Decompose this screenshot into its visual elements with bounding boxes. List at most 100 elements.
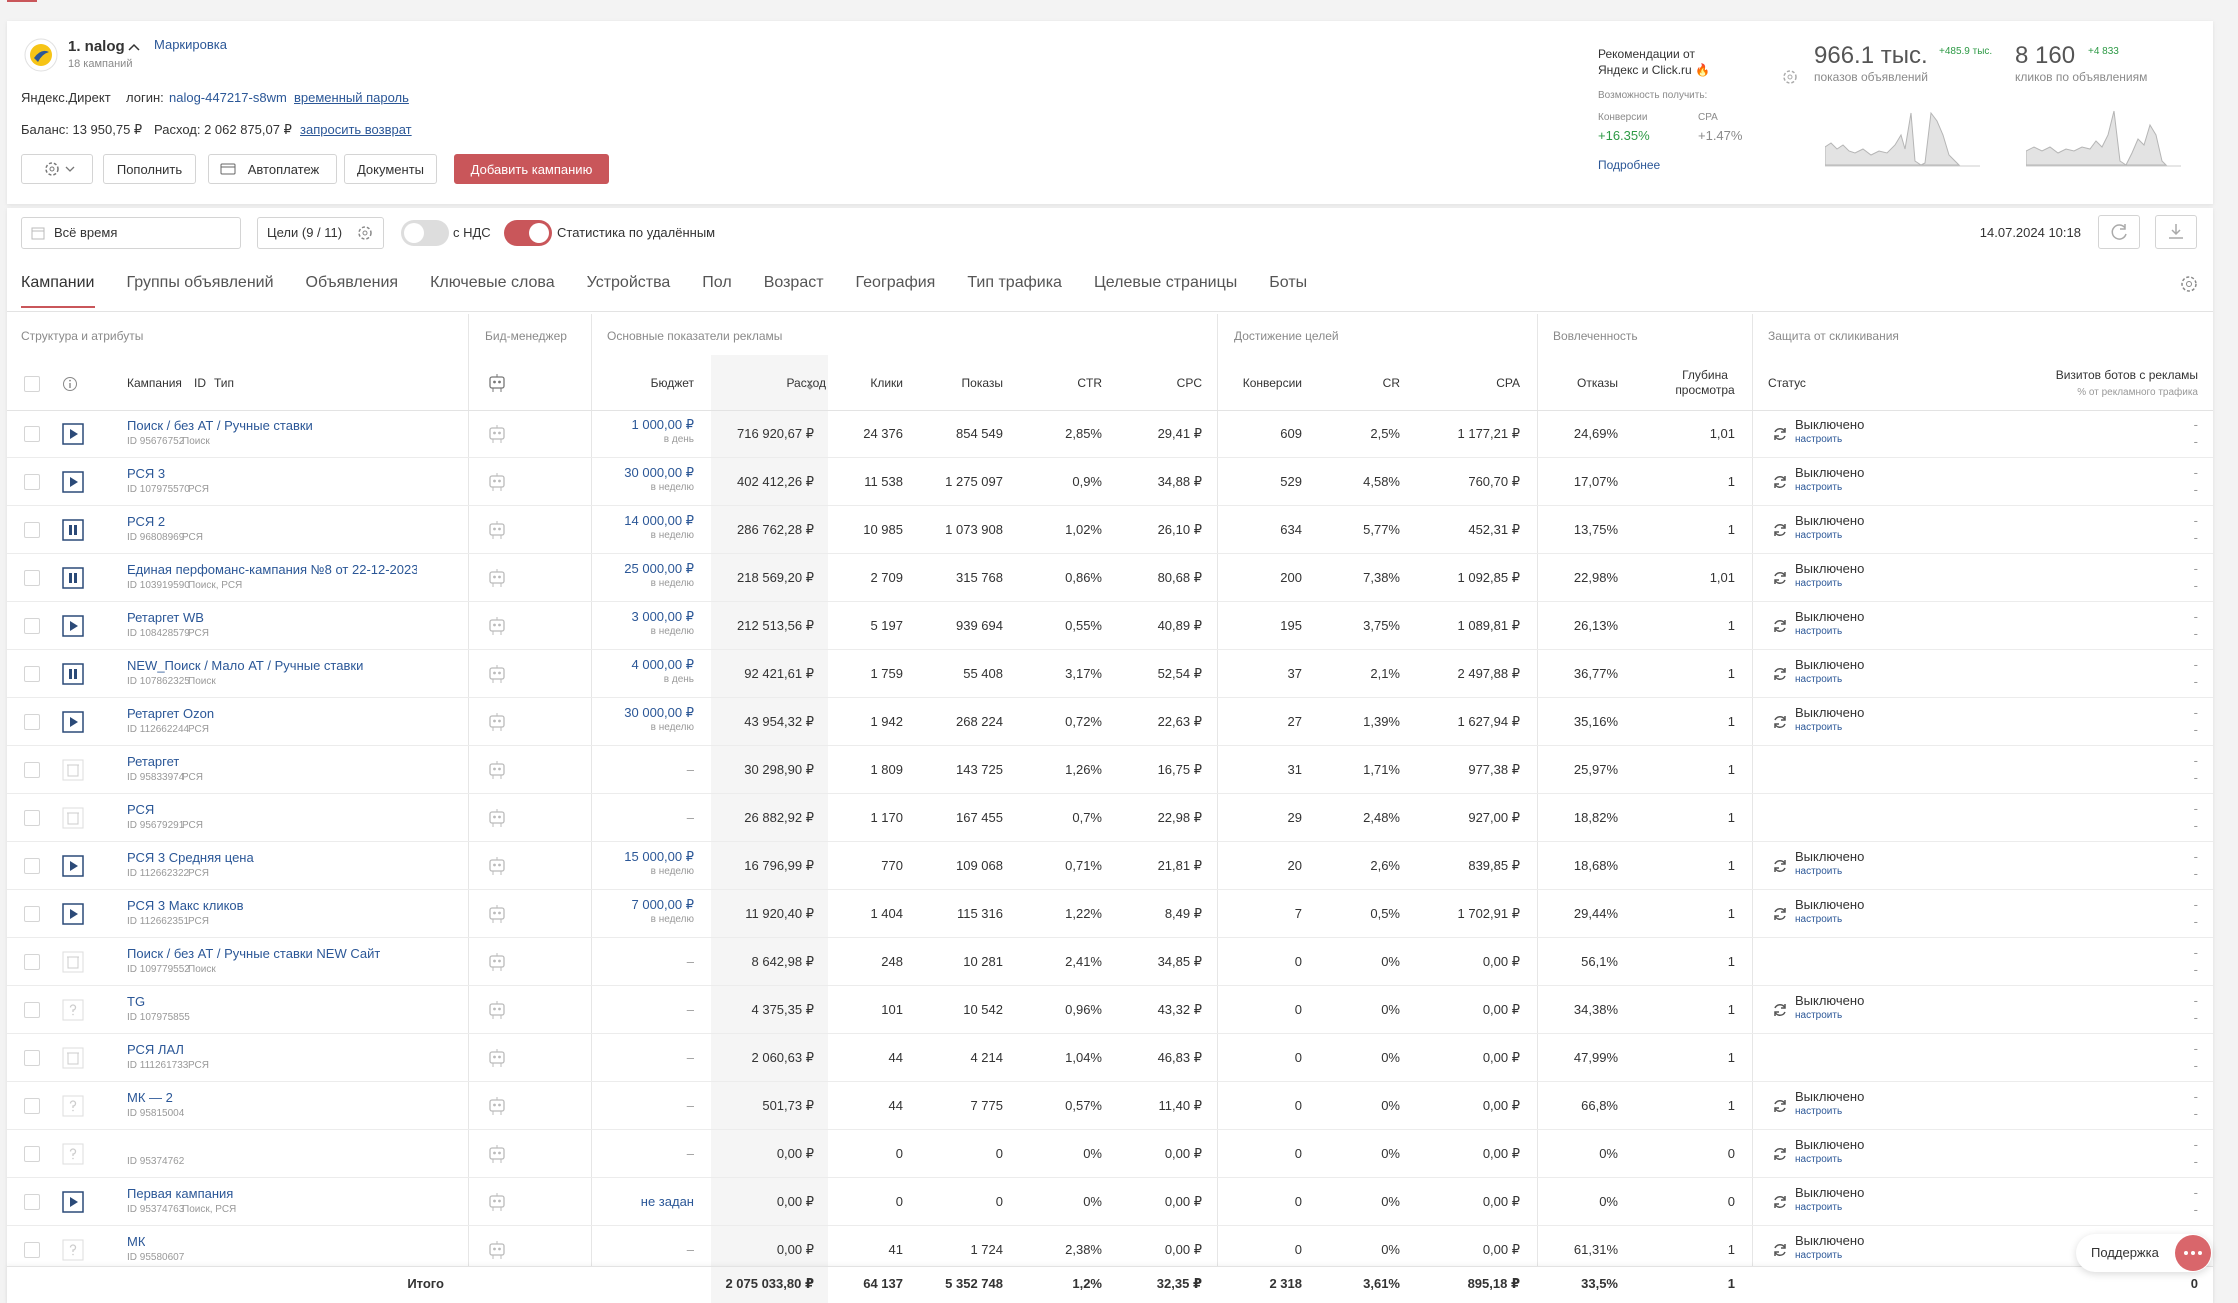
protection-configure[interactable]: настроить: [1795, 482, 1843, 493]
bid-manager-icon[interactable]: [487, 1144, 507, 1167]
tab[interactable]: География: [855, 274, 936, 291]
campaign-state-icon[interactable]: [62, 519, 84, 544]
campaign-state-icon[interactable]: [62, 615, 84, 640]
column-header[interactable]: Визитов ботов с рекламы: [2055, 368, 2198, 382]
campaign-state-icon[interactable]: [62, 999, 84, 1024]
campaign-name[interactable]: Ретаргет: [127, 754, 180, 769]
topup-button[interactable]: Пополнить: [103, 154, 196, 184]
row-checkbox[interactable]: [24, 1098, 40, 1114]
budget[interactable]: 30 000,00 ₽: [624, 705, 694, 720]
tab[interactable]: Группы объявлений: [126, 274, 274, 291]
campaign-name[interactable]: NEW_Поиск / Мало АТ / Ручные ставки: [127, 658, 364, 673]
row-checkbox[interactable]: [24, 570, 40, 586]
campaign-name[interactable]: Первая кампания: [127, 1186, 234, 1201]
select-all-checkbox[interactable]: [24, 376, 40, 392]
bid-manager-icon[interactable]: [487, 1000, 507, 1023]
row-checkbox[interactable]: [24, 1194, 40, 1210]
support-label[interactable]: Поддержка: [2091, 1245, 2159, 1260]
budget[interactable]: 7 000,00 ₽: [631, 897, 695, 912]
campaign-state-icon[interactable]: [62, 903, 84, 928]
tab[interactable]: Боты: [1269, 274, 1308, 291]
budget[interactable]: –: [686, 1098, 694, 1113]
campaign-state-icon[interactable]: [62, 711, 84, 736]
row-checkbox[interactable]: [24, 858, 40, 874]
row-checkbox[interactable]: [24, 906, 40, 922]
budget[interactable]: –: [686, 954, 694, 969]
bid-manager-icon[interactable]: [487, 760, 507, 783]
protection-configure[interactable]: настроить: [1795, 674, 1843, 685]
refresh-button[interactable]: [2098, 215, 2140, 249]
row-checkbox[interactable]: [24, 474, 40, 490]
row-checkbox[interactable]: [24, 618, 40, 634]
protection-configure[interactable]: настроить: [1795, 722, 1843, 733]
tab[interactable]: Пол: [702, 274, 732, 291]
column-header[interactable]: Показы: [961, 376, 1003, 390]
protection-configure[interactable]: настроить: [1795, 434, 1843, 445]
bid-manager-icon[interactable]: [487, 616, 507, 639]
temp-password-link[interactable]: временный пароль: [294, 90, 409, 105]
campaign-state-icon[interactable]: [62, 1047, 84, 1072]
autopay-button[interactable]: Автоплатеж: [208, 154, 337, 184]
campaign-name[interactable]: Ретаргет Ozon: [127, 706, 215, 721]
row-checkbox[interactable]: [24, 1050, 40, 1066]
bid-manager-icon[interactable]: [487, 1096, 507, 1119]
documents-button[interactable]: Документы: [344, 154, 437, 184]
protection-configure[interactable]: настроить: [1795, 1202, 1843, 1213]
bid-manager-icon[interactable]: [487, 808, 507, 831]
tab[interactable]: Возраст: [763, 274, 824, 291]
deleted-stats-toggle[interactable]: [504, 220, 552, 246]
add-campaign-button[interactable]: Добавить кампанию: [454, 154, 609, 184]
row-checkbox[interactable]: [24, 954, 40, 970]
refund-link[interactable]: запросить возврат: [300, 122, 412, 137]
bid-manager-icon[interactable]: [487, 1240, 507, 1263]
campaign-name[interactable]: Поиск / без АТ / Ручные ставки NEW Сайт: [127, 946, 381, 961]
budget[interactable]: 30 000,00 ₽: [624, 465, 694, 480]
column-header[interactable]: Статус: [1768, 376, 1806, 390]
tab[interactable]: Ключевые слова: [430, 274, 555, 291]
budget[interactable]: –: [686, 810, 694, 825]
bid-manager-icon[interactable]: [487, 520, 507, 543]
row-checkbox[interactable]: [24, 810, 40, 826]
column-header[interactable]: CTR: [1077, 376, 1102, 390]
campaign-name[interactable]: РСЯ 2: [127, 514, 166, 529]
row-checkbox[interactable]: [24, 714, 40, 730]
campaign-name[interactable]: РСЯ ЛАЛ: [127, 1042, 184, 1057]
campaign-state-icon[interactable]: [62, 1191, 84, 1216]
bid-manager-icon[interactable]: [487, 856, 507, 879]
campaign-state-icon[interactable]: [62, 855, 84, 880]
campaign-name[interactable]: Ретаргет WB: [127, 610, 204, 625]
download-button[interactable]: [2155, 215, 2197, 249]
row-checkbox[interactable]: [24, 1146, 40, 1162]
column-header[interactable]: ID: [194, 376, 206, 390]
stats-settings-icon[interactable]: [1782, 69, 1798, 85]
column-header[interactable]: Глубина просмотра: [1675, 368, 1735, 397]
campaign-state-icon[interactable]: [62, 1143, 84, 1168]
column-header[interactable]: Клики: [870, 376, 903, 390]
support-button[interactable]: [2175, 1235, 2211, 1271]
budget[interactable]: –: [686, 762, 694, 777]
row-checkbox[interactable]: [24, 426, 40, 442]
protection-configure[interactable]: настроить: [1795, 1106, 1843, 1117]
campaign-state-icon[interactable]: [62, 471, 84, 496]
campaign-name[interactable]: РСЯ 3 Средняя цена: [127, 850, 254, 865]
bid-manager-icon[interactable]: [487, 952, 507, 975]
tab[interactable]: Тип трафика: [967, 274, 1062, 291]
bid-manager-icon[interactable]: [487, 1192, 507, 1215]
goals-button[interactable]: [257, 217, 384, 249]
protection-configure[interactable]: настроить: [1795, 914, 1843, 925]
row-checkbox[interactable]: [24, 666, 40, 682]
bid-manager-icon[interactable]: [487, 568, 507, 591]
column-header[interactable]: Конверсии: [1242, 376, 1302, 390]
campaign-state-icon[interactable]: [62, 1239, 84, 1264]
bid-manager-icon[interactable]: [487, 712, 507, 735]
account-name[interactable]: 1. nalog: [68, 38, 125, 55]
budget[interactable]: –: [686, 1050, 694, 1065]
campaign-name[interactable]: РСЯ 3: [127, 466, 166, 481]
column-header[interactable]: Тип: [214, 376, 235, 390]
campaign-state-icon[interactable]: [62, 567, 84, 592]
budget[interactable]: не задан: [640, 1194, 694, 1209]
vat-toggle[interactable]: [401, 220, 449, 246]
protection-configure[interactable]: настроить: [1795, 1250, 1843, 1261]
budget[interactable]: 15 000,00 ₽: [624, 849, 694, 864]
budget[interactable]: –: [686, 1146, 694, 1161]
